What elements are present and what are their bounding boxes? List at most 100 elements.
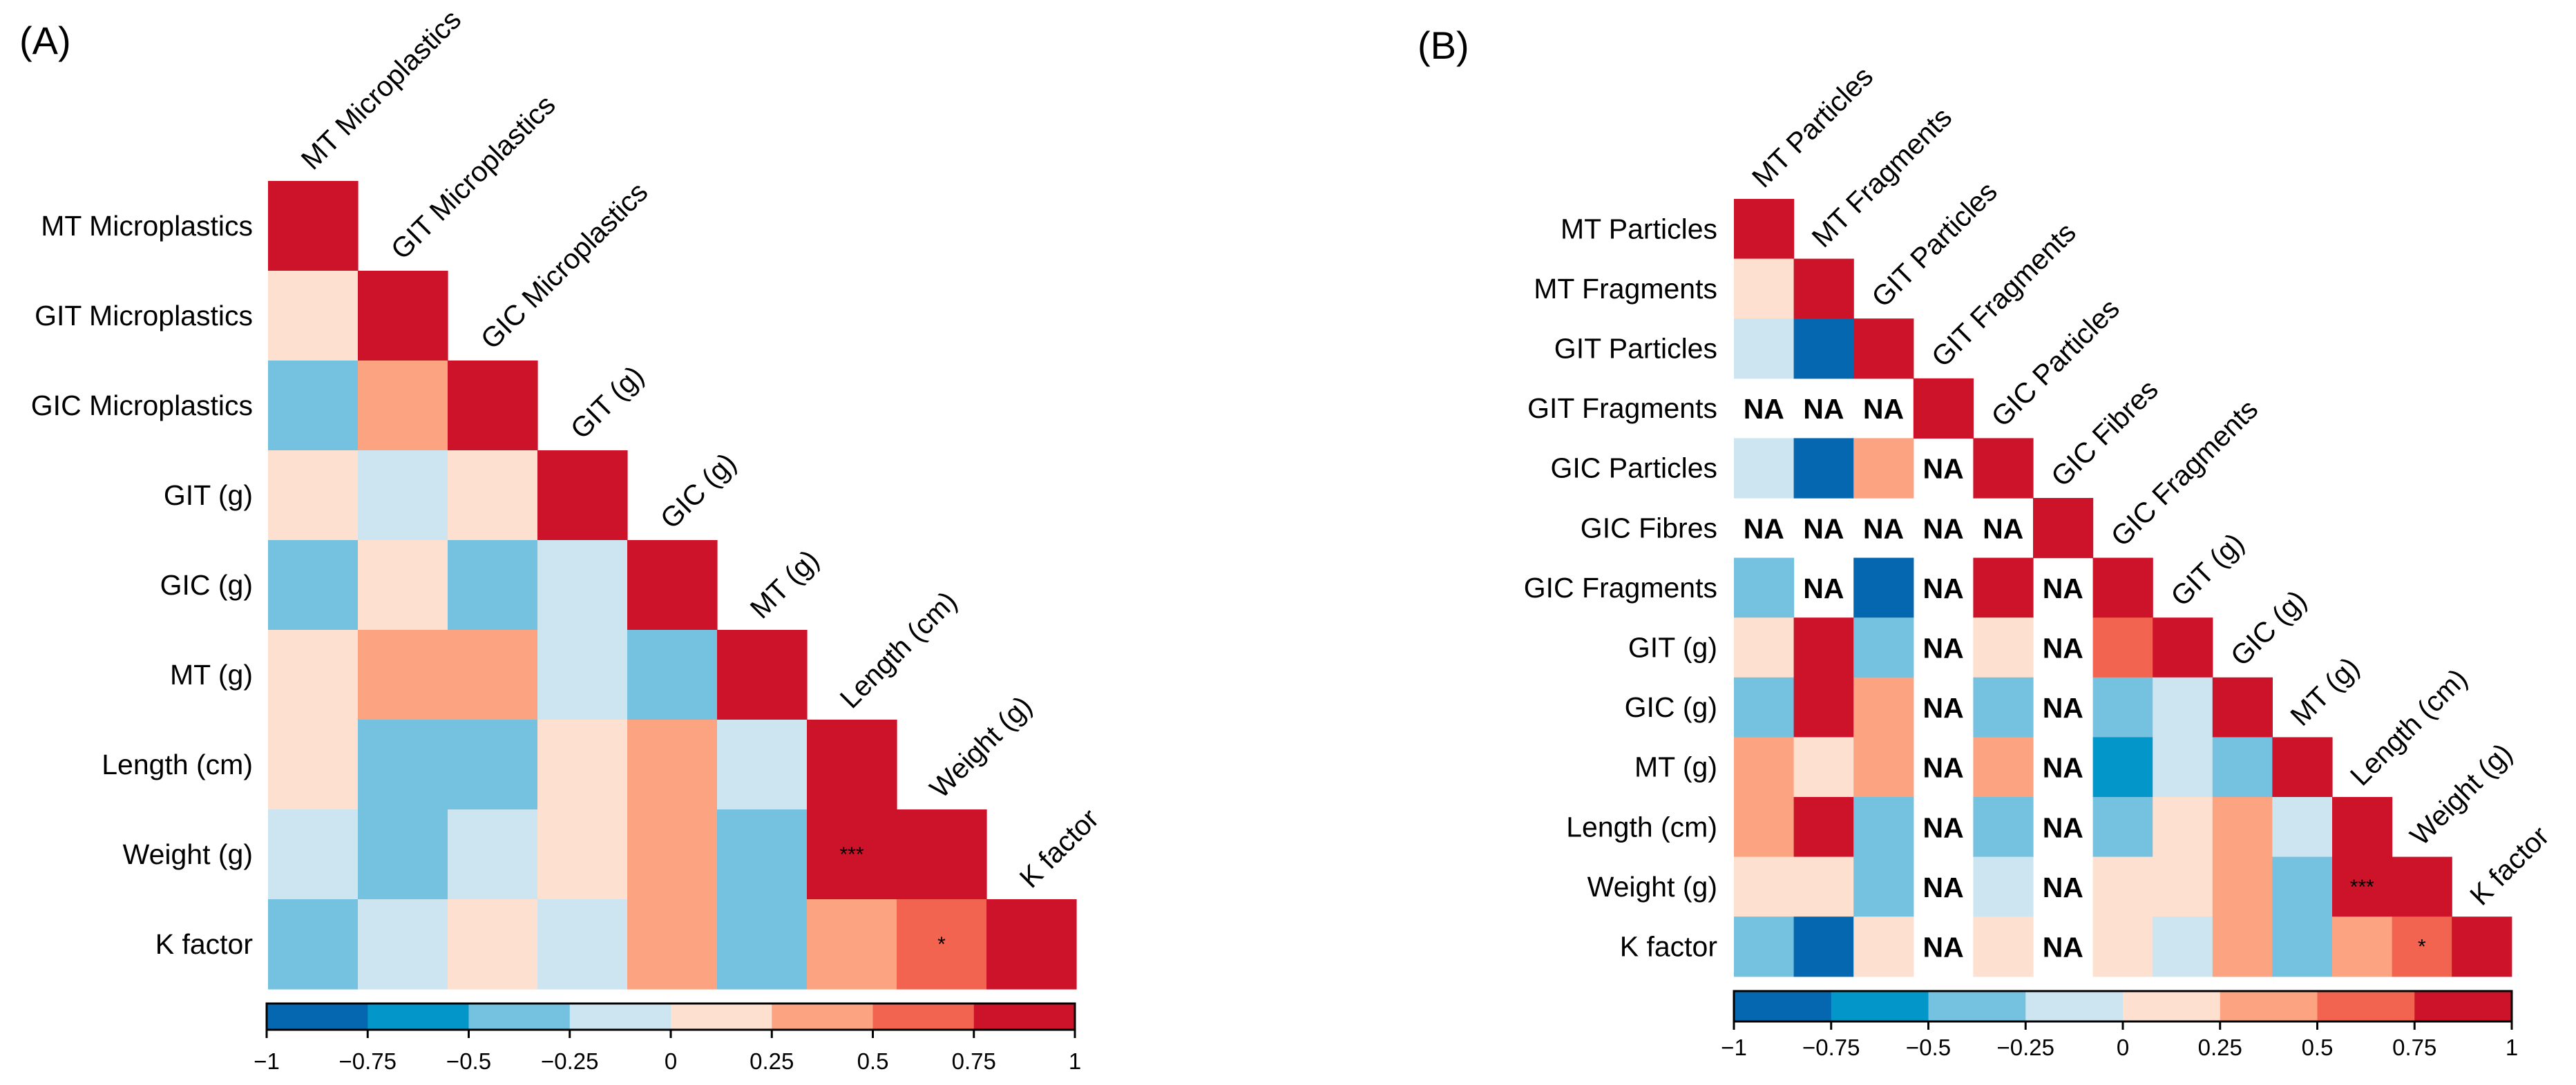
p1-cell-k-factor-x-git-fragments-na: NA (1923, 932, 1963, 963)
p1-cell-length-cm-x-gic-fibres-na: NA (2043, 812, 2083, 843)
p0-row-label-git-g: GIT (g) (164, 479, 253, 511)
p1-cell-length-cm-x-mt-fragments (1793, 797, 1854, 858)
p1-cell-k-factor-x-weight-g (2392, 916, 2452, 977)
p1-colorbar-segment-5 (2220, 991, 2318, 1021)
p1-cell-git-g-x-git-particles (1853, 617, 1914, 678)
p1-colorbar-segment-4 (2123, 991, 2221, 1021)
p1-cell-git-g-x-gic-particles (1973, 617, 2034, 678)
p1-cell-mt-fragments-x-mt-particles (1734, 258, 1795, 319)
p0-colorbar-tick-label-4: 0 (665, 1048, 677, 1074)
p1-colorbar-tick-label-3: −0.25 (1997, 1035, 2055, 1060)
p1-row-label-gic-fibres: GIC Fibres (1581, 512, 1717, 544)
p0-cell-gic-g-x-mt-microplastics (268, 540, 359, 631)
p1-cell-git-fragments-x-mt-particles-na: NA (1744, 393, 1784, 425)
p0-colorbar-segment-1 (368, 1004, 470, 1030)
p1-cell-weight-g-x-git-g (2153, 856, 2213, 917)
p1-cell-git-fragments-x-git-fragments (1913, 378, 1974, 439)
p1-cell-git-fragments-x-mt-fragments-na: NA (1803, 393, 1844, 425)
p1-cell-weight-g-x-gic-g (2212, 856, 2273, 917)
p0-cell-gic-g-x-git-g (537, 540, 628, 631)
p1-cell-gic-g-x-gic-fibres-na: NA (2043, 692, 2083, 724)
p1-cell-gic-fragments-x-mt-fragments-na: NA (1803, 573, 1844, 604)
p1-cell-mt-g-x-git-particles (1853, 737, 1914, 798)
p0-cell-k-factor-x-weight-g (897, 899, 987, 990)
p1-col-label-length-cm: Length (cm) (2344, 662, 2473, 791)
p1-cell-length-cm-x-git-fragments-na: NA (1923, 812, 1963, 843)
p1-cell-mt-g-x-mt-g (2272, 737, 2333, 798)
p1-cell-gic-g-x-gic-particles (1973, 677, 2034, 738)
p0-cell-length-cm-x-length-cm (807, 720, 897, 810)
p0-cell-k-factor-x-gic-microplastics (448, 899, 538, 990)
p1-cell-k-factor-x-gic-fibres-na: NA (2043, 932, 2083, 963)
p0-cell-length-cm-x-gic-g (627, 720, 718, 810)
p1-colorbar-tick-label-7: 0.75 (2392, 1035, 2436, 1060)
p1-row-label-gic-fragments: GIC Fragments (1524, 572, 1717, 604)
p1-panel-label: (B) (1418, 23, 1469, 67)
p0-cell-git-g-x-gic-microplastics (448, 450, 538, 541)
p1-cell-gic-g-x-git-particles (1853, 677, 1914, 738)
p1-cell-git-g-x-mt-particles (1734, 617, 1795, 678)
p1-cell-gic-fragments-x-gic-fragments (2092, 557, 2153, 618)
p1-cell-weight-g-x-mt-fragments (1793, 856, 1854, 917)
p1-cell-gic-g-x-mt-fragments (1793, 677, 1854, 738)
p1-colorbar-segment-0 (1734, 991, 1832, 1021)
p0-colorbar-tick-label-2: −0.5 (446, 1048, 491, 1074)
p0-col-label-git-g: GIT (g) (564, 360, 650, 445)
p1-row-label-gic-g: GIC (g) (1625, 691, 1717, 723)
p0-colorbar-tick-label-1: −0.75 (339, 1048, 397, 1074)
p1-col-label-mt-g: MT (g) (2284, 651, 2365, 731)
p0-cell-git-g-x-git-microplastics (358, 450, 448, 541)
p1-cell-gic-particles-x-gic-particles (1973, 438, 2034, 499)
p1-cell-gic-fibres-x-gic-particles-na: NA (1983, 512, 2023, 544)
p1-cell-k-factor-x-mt-particles (1734, 916, 1795, 977)
p1-cell-mt-g-x-mt-fragments (1793, 737, 1854, 798)
p1-col-label-gic-fibres: GIC Fibres (2045, 374, 2164, 493)
p1-cell-length-cm-x-length-cm (2332, 797, 2393, 858)
p1-col-label-k-factor: K factor (2463, 820, 2555, 911)
p1-cell-gic-g-x-git-g (2153, 677, 2213, 738)
p0-colorbar-segment-2 (468, 1004, 571, 1030)
p0-colorbar-tick-label-3: −0.25 (541, 1048, 599, 1074)
p0-cell-weight-g-x-mt-microplastics (268, 809, 359, 900)
p0-cell-mt-microplastics-x-mt-microplastics (268, 181, 359, 271)
p1-colorbar-segment-7 (2414, 991, 2512, 1021)
p0-cell-length-cm-x-git-g (537, 720, 628, 810)
p1-cell-mt-g-x-gic-fragments (2092, 737, 2153, 798)
p1-cell-mt-g-x-git-g (2153, 737, 2213, 798)
p1-cell-length-cm-x-gic-g (2212, 797, 2273, 858)
p1-cell-git-g-x-git-g (2153, 617, 2213, 678)
p1-cell-length-cm-x-mt-particles (1734, 797, 1795, 858)
p0-row-label-mt-g: MT (g) (170, 659, 253, 691)
p1-cell-gic-fragments-x-git-fragments-na: NA (1923, 573, 1963, 604)
p0-row-label-gic-microplastics: GIC Microplastics (31, 390, 253, 421)
p0-row-label-gic-g: GIC (g) (160, 569, 253, 601)
p0-cell-weight-g-x-gic-microplastics (448, 809, 538, 900)
p1-cell-k-factor-x-k-factor (2452, 916, 2512, 977)
p1-colorbar-segment-6 (2317, 991, 2415, 1021)
p0-significance-marker-0: *** (839, 843, 864, 866)
p1-row-label-mt-g: MT (g) (1634, 751, 1717, 783)
panel-b-correlation-heatmap: (B) NA NA NA NA NA NA NA NA NA NA NA NA NA NA NA NA NA NA N… (1418, 23, 2555, 1060)
p1-colorbar-tick-label-6: 0.5 (2302, 1035, 2334, 1060)
p0-cell-mt-g-x-git-g (537, 630, 628, 720)
p1-cell-gic-fibres-x-mt-particles-na: NA (1744, 512, 1784, 544)
p0-cell-weight-g-x-git-microplastics (358, 809, 448, 900)
p1-cell-git-g-x-gic-fragments (2092, 617, 2153, 678)
p1-cell-mt-fragments-x-mt-fragments (1793, 258, 1854, 319)
p1-significance-marker-0: *** (2350, 876, 2374, 899)
p1-cell-git-fragments-x-git-particles-na: NA (1863, 393, 1904, 425)
p1-cell-git-g-x-git-fragments-na: NA (1923, 633, 1963, 664)
p1-cell-git-particles-x-mt-fragments (1793, 318, 1854, 379)
p1-colorbar-segment-3 (2025, 991, 2124, 1021)
p0-cell-weight-g-x-weight-g (897, 809, 987, 900)
p1-cell-mt-g-x-gic-particles (1973, 737, 2034, 798)
p1-row-label-git-fragments: GIT Fragments (1527, 392, 1717, 424)
p0-panel-label: (A) (19, 19, 71, 62)
p0-row-label-mt-microplastics: MT Microplastics (41, 210, 253, 242)
p1-cell-gic-particles-x-mt-fragments (1793, 438, 1854, 499)
p1-cell-gic-fibres-x-gic-fibres (2033, 498, 2094, 559)
p1-cell-mt-g-x-git-fragments-na: NA (1923, 752, 1963, 784)
p1-row-label-mt-fragments: MT Fragments (1534, 273, 1717, 305)
p0-colorbar-segment-7 (973, 1004, 1076, 1030)
p1-cell-k-factor-x-git-particles (1853, 916, 1914, 977)
